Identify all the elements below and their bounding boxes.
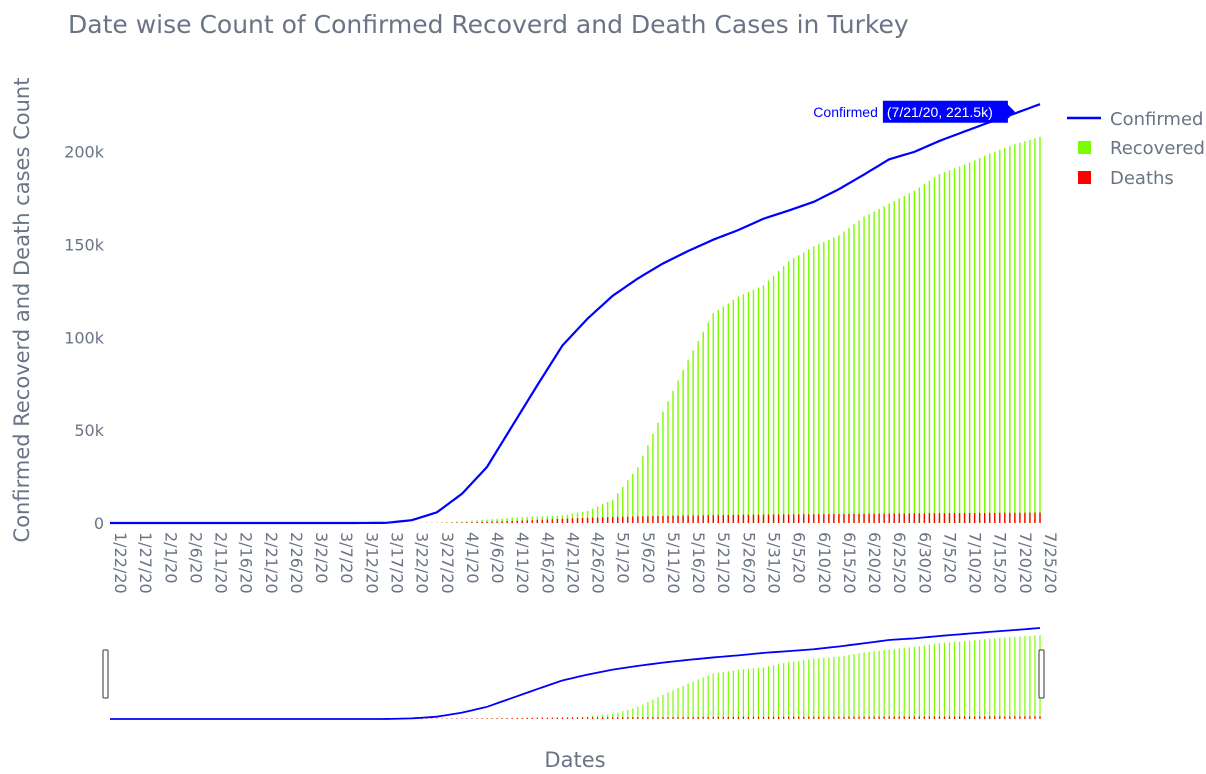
legend[interactable]: Confirmed Recovered Deaths [1067,109,1205,189]
range-slider-confirmed-line [110,627,1041,720]
y-tick-label: 200k [64,143,105,162]
confirmed-line [110,103,1041,525]
range-slider-right-handle[interactable] [1038,649,1045,699]
x-tick-label: 2/6/20 [186,532,205,584]
x-tick-label: 5/26/20 [739,532,758,594]
hover-box [882,100,1015,123]
y-tick-label: 150k [64,236,105,255]
hover-series-name: Confirmed [813,104,878,120]
x-tick-label: 2/1/20 [161,532,180,584]
range-slider-recovered-bars [405,635,1041,719]
x-tick-label: 6/30/20 [915,532,934,594]
x-tick-label: 3/12/20 [362,532,381,594]
x-tick-label: 1/27/20 [136,532,155,594]
x-tick-label: 7/15/20 [991,532,1010,594]
x-tick-label: 1/22/20 [111,532,130,594]
x-tick-label: 4/21/20 [563,532,582,594]
x-tick-label: 4/1/20 [463,532,482,584]
y-tick-label: 50k [74,421,104,440]
x-tick-label: 4/26/20 [589,532,608,594]
x-tick-label: 4/11/20 [513,532,532,594]
range-slider-deaths-bars [385,716,1041,719]
x-tick-label: 7/10/20 [966,532,985,594]
x-tick-label: 7/20/20 [1016,532,1035,594]
legend-item-deaths[interactable]: Deaths [1078,168,1174,189]
y-tick-label: 0 [94,514,104,533]
x-axis-title: Dates [544,748,605,772]
legend-label-recovered: Recovered [1110,138,1205,159]
x-tick-label: 6/20/20 [865,532,884,594]
y-axis-title: Confirmed Recoverd and Death cases Count [10,78,34,543]
legend-item-confirmed[interactable]: Confirmed [1067,109,1203,130]
range-slider[interactable] [102,627,1045,720]
x-tick-label: 5/6/20 [639,532,658,584]
recovered-bars [405,136,1041,523]
hover-tooltip: Confirmed (7/21/20, 221.5k) [813,100,1015,123]
legend-item-recovered[interactable]: Recovered [1078,138,1205,159]
y-axis-ticks: 0 50k 100k 150k 200k [64,143,105,533]
x-axis-ticks: 1/22/20 1/27/20 2/1/20 2/6/20 2/11/20 2/16/20… [111,532,1060,594]
x-tick-label: 3/7/20 [337,532,356,584]
range-slider-left-handle[interactable] [102,649,109,699]
x-tick-label: 4/16/20 [538,532,557,594]
x-tick-label: 3/2/20 [312,532,331,584]
legend-label-confirmed: Confirmed [1110,109,1203,130]
x-tick-label: 3/17/20 [387,532,406,594]
x-tick-label: 4/6/20 [488,532,507,584]
legend-square-icon [1078,141,1091,154]
chart-title: Date wise Count of Confirmed Recoverd an… [68,10,909,39]
x-tick-label: 3/22/20 [413,532,432,594]
x-tick-label: 5/1/20 [614,532,633,584]
x-tick-label: 2/16/20 [237,532,256,594]
hover-value: (7/21/20, 221.5k) [887,104,993,120]
x-tick-label: 5/16/20 [689,532,708,594]
x-tick-label: 6/25/20 [890,532,909,594]
x-tick-label: 6/10/20 [815,532,834,594]
main-plot-area[interactable] [110,103,1041,525]
x-tick-label: 6/5/20 [790,532,809,584]
x-tick-label: 6/15/20 [840,532,859,594]
legend-label-deaths: Deaths [1110,168,1174,189]
x-tick-label: 7/5/20 [940,532,959,584]
deaths-bars [385,512,1041,523]
x-tick-label: 2/11/20 [212,532,231,594]
legend-square-icon [1078,171,1091,184]
x-tick-label: 3/27/20 [438,532,457,594]
x-tick-label: 7/25/20 [1041,532,1060,594]
y-tick-label: 100k [64,328,105,347]
x-tick-label: 5/21/20 [714,532,733,594]
x-tick-label: 5/11/20 [664,532,683,594]
x-tick-label: 2/26/20 [287,532,306,594]
x-tick-label: 5/31/20 [765,532,784,594]
x-tick-label: 2/21/20 [262,532,281,594]
